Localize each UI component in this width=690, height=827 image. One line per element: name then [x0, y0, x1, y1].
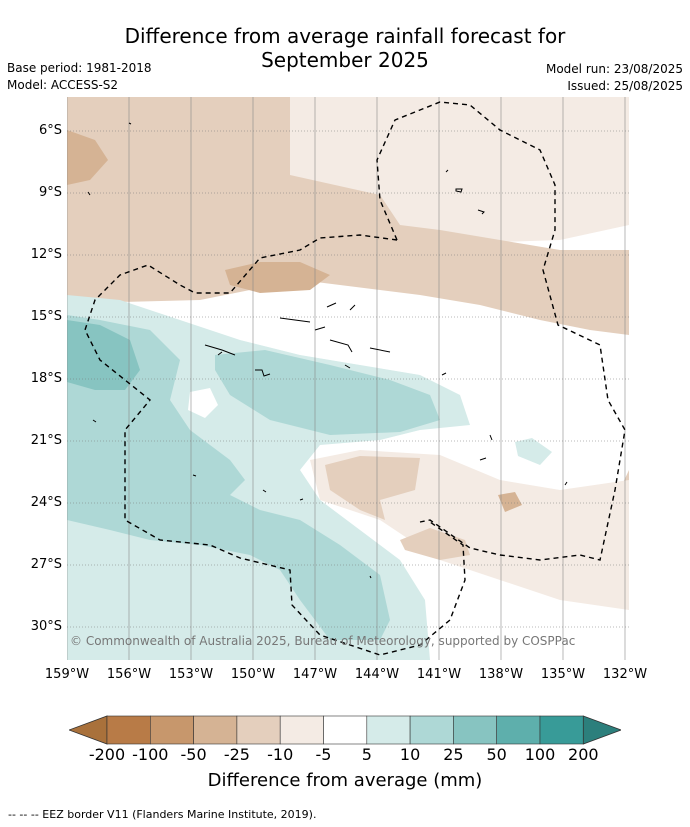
dry-zone-north	[67, 97, 629, 335]
colorbar	[69, 715, 621, 745]
lat-label: 24°S	[30, 495, 62, 510]
issue-info: Model run: 23/08/2025 Issued: 25/08/2025	[546, 61, 683, 95]
lon-label: 153°W	[168, 667, 214, 682]
copyright-notice: © Commonwealth of Australia 2025, Bureau…	[70, 634, 576, 648]
colorbar-tick-label: 25	[443, 745, 464, 764]
lat-label: 21°S	[30, 433, 62, 448]
lon-label: 141°W	[416, 667, 462, 682]
colorbar-segment	[453, 715, 497, 745]
lat-label: 12°S	[30, 247, 62, 262]
colorbar-segment	[366, 715, 411, 745]
colorbar-tick-label: -5	[315, 745, 332, 764]
lon-label: 159°W	[44, 667, 90, 682]
wet-zone-strong	[67, 320, 140, 390]
lon-label: 144°W	[354, 667, 400, 682]
colorbar-tick-label: -100	[132, 745, 169, 764]
lon-label: 147°W	[292, 667, 338, 682]
lat-label: 6°S	[38, 123, 62, 138]
dry-zone-central-strong	[225, 262, 330, 293]
colorbar-segment	[150, 715, 194, 745]
colorbar-segment	[193, 715, 238, 745]
wet-zone-medium	[67, 315, 390, 640]
colorbar-extend-high	[582, 715, 621, 745]
colorbar-segment	[496, 715, 541, 745]
lat-label: 27°S	[30, 557, 62, 572]
colorbar-segment	[323, 715, 368, 745]
colorbar-tick-label: -10	[267, 745, 294, 764]
colorbar-tick-label: 10	[399, 745, 421, 764]
lon-label: 156°W	[106, 667, 152, 682]
colorbar-tick-label: 200	[568, 745, 599, 764]
colorbar-segment	[106, 715, 151, 745]
base-period-text: Base period: 1981-2018	[7, 61, 152, 75]
dry-zone-south-3	[498, 492, 522, 512]
lon-label: 138°W	[478, 667, 524, 682]
model-text: Model: ACCESS-S2	[7, 78, 119, 92]
lon-label: 135°W	[540, 667, 586, 682]
colorbar-tick-label: 50	[486, 745, 507, 764]
colorbar-tick-label: -200	[88, 745, 126, 764]
title-line-1: Difference from average rainfall forecas…	[124, 24, 566, 48]
wet-zone-medium-2	[215, 350, 440, 435]
colorbar-segment	[279, 715, 324, 745]
issued-text: Issued: 25/08/2025	[567, 79, 683, 93]
model-run-text: Model run: 23/08/2025	[545, 62, 683, 76]
eez-borders	[84, 101, 626, 656]
dry-zone-south	[325, 456, 420, 520]
dry-zone-north-strong	[67, 130, 108, 185]
colorbar-segment	[539, 715, 584, 745]
dry-gap-small	[188, 388, 218, 418]
wet-zone-small-east	[515, 438, 552, 465]
map-title: Difference from average rainfall forecas…	[0, 24, 690, 72]
colorbar-segment	[236, 715, 281, 745]
lat-label: 15°S	[30, 309, 62, 324]
colorbar-tick-label: -25	[223, 745, 250, 764]
colorbar-title: Difference from average (mm)	[207, 770, 483, 791]
title-line-2: September 2025	[261, 48, 429, 72]
latitude-grid	[67, 130, 629, 628]
colorbar-segment	[409, 715, 454, 745]
lon-label: 150°W	[230, 667, 276, 682]
colorbar-tick-label: -50	[180, 745, 207, 764]
colorbar-extend-low	[69, 715, 108, 745]
islands	[87, 122, 568, 579]
lat-label: 18°S	[30, 371, 62, 386]
eez-legend: -- -- -- EEZ border V11 (Flanders Marine…	[8, 808, 317, 821]
colorbar-tick-label: 5	[361, 745, 372, 764]
lat-label: 30°S	[30, 619, 62, 634]
longitude-grid	[67, 97, 626, 660]
lat-label: 9°S	[38, 185, 62, 200]
base-period-info: Base period: 1981-2018 Model: ACCESS-S2	[7, 60, 152, 94]
colorbar-tick-label: 100	[524, 745, 556, 764]
lon-label: 132°W	[602, 667, 648, 682]
